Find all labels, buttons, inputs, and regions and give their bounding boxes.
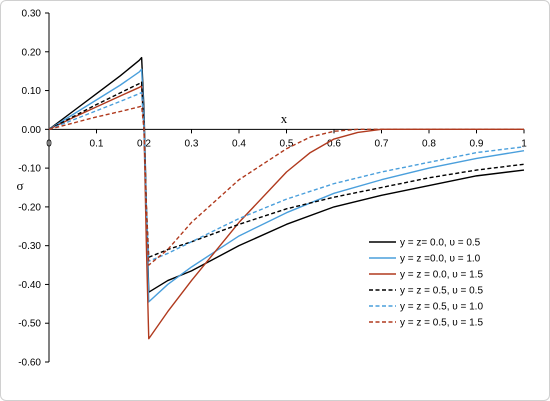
x-axis-title: x [281, 111, 288, 126]
series-line-2 [48, 68, 525, 303]
y-tick-label: -0.30 [18, 241, 41, 252]
legend-label-4: y = z = 0.5, υ = 0.5 [400, 286, 483, 297]
series-line-4 [48, 81, 525, 258]
x-tick-label: 0.9 [470, 138, 484, 149]
y-tick-label: -0.20 [18, 202, 41, 213]
y-tick-label: 0.10 [22, 86, 42, 97]
y-tick-label: -0.40 [18, 280, 41, 291]
y-tick-label: 0.20 [22, 47, 42, 58]
x-tick-label: 0.7 [375, 138, 389, 149]
y-tick-label: -0.50 [18, 319, 41, 330]
series-line-3 [48, 85, 524, 340]
x-tick-label: 0 [46, 138, 52, 149]
series-line-6 [48, 105, 524, 266]
series-line-1 [48, 56, 525, 293]
tick-labels: 0.300.200.100.00-0.10-0.20-0.30-0.40-0.5… [18, 9, 527, 369]
x-tick-label: 0.6 [327, 138, 341, 149]
legend-label-5: y = z = 0.5, υ = 1.0 [400, 302, 483, 313]
legend-label-6: y = z = 0.5, υ = 1.5 [400, 318, 483, 329]
legend-label-2: y = z =0.0, υ = 1.0 [400, 254, 481, 265]
x-tick-label: 0.8 [422, 138, 436, 149]
series-line-5 [48, 91, 525, 262]
x-tick-label: 1 [521, 138, 527, 149]
y-axis-title: σ [16, 178, 23, 193]
legend-label-1: y = z= 0.0, υ = 0.5 [400, 238, 481, 249]
x-tick-label: 0.4 [232, 138, 246, 149]
y-tick-label: 0.00 [22, 125, 42, 136]
y-tick-label: -0.10 [18, 164, 41, 175]
x-tick-label: 0.1 [90, 138, 104, 149]
x-tick-label: 0.3 [185, 138, 199, 149]
legend-label-3: y = z = 0.0, υ = 1.5 [400, 270, 483, 281]
y-tick-label: -0.60 [18, 358, 41, 369]
series-lines [48, 56, 525, 340]
y-tick-label: 0.30 [22, 9, 42, 20]
x-tick-label: 0.5 [280, 138, 294, 149]
legend: y = z= 0.0, υ = 0.5 y = z =0.0, υ = 1.0 y … [369, 238, 483, 329]
